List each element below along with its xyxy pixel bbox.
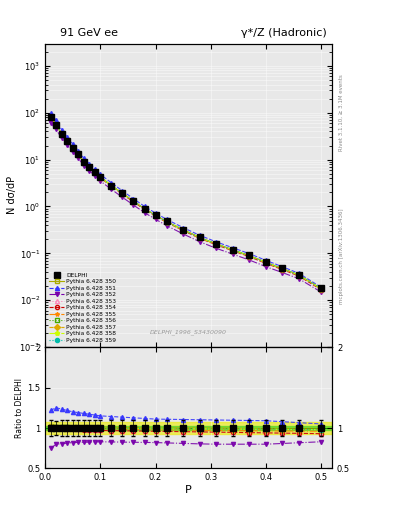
Text: mcplots.cern.ch [arXiv:1306.3436]: mcplots.cern.ch [arXiv:1306.3436] [339,208,344,304]
Text: 91 GeV ee: 91 GeV ee [60,28,118,38]
Legend: DELPHI, Pythia 6.428 350, Pythia 6.428 351, Pythia 6.428 352, Pythia 6.428 353, : DELPHI, Pythia 6.428 350, Pythia 6.428 3… [48,271,118,344]
X-axis label: P: P [185,485,192,495]
Text: Rivet 3.1.10, ≥ 3.1M events: Rivet 3.1.10, ≥ 3.1M events [339,74,344,151]
Y-axis label: Ratio to DELPHI: Ratio to DELPHI [15,378,24,438]
Y-axis label: N dσ/dP: N dσ/dP [7,176,17,215]
Text: γ*/Z (Hadronic): γ*/Z (Hadronic) [241,28,326,38]
Text: DELPHI_1996_S3430090: DELPHI_1996_S3430090 [150,329,227,335]
